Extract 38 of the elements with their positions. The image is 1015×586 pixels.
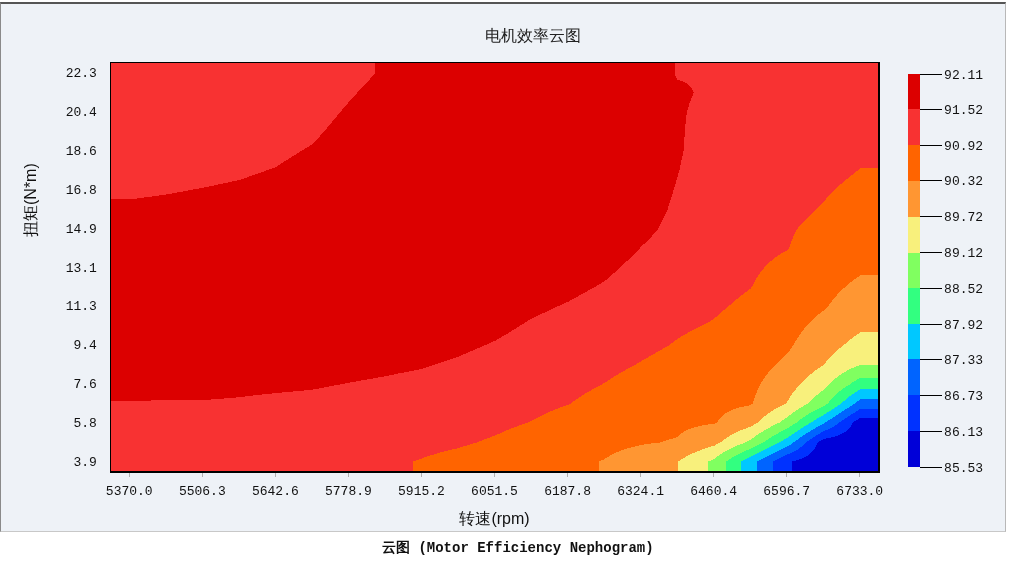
color-bar-label: 85.53 <box>944 460 984 476</box>
x-tick-label: 6460.4 <box>690 484 738 500</box>
color-bar-label: 89.72 <box>944 210 984 226</box>
x-tick-label: 6596.7 <box>763 484 811 500</box>
x-axis-title: 转速(rpm) <box>459 509 530 527</box>
x-tick-label: 6733.0 <box>836 484 884 500</box>
y-tick-label: 22.3 <box>65 66 97 82</box>
x-tick-label: 5778.9 <box>324 484 372 500</box>
y-tick-label: 18.6 <box>65 143 97 159</box>
text: 云图 (Motor Efficiency Nephogram) <box>382 540 654 556</box>
y-tick-label: 3.9 <box>73 454 97 470</box>
y-tick-label: 5.8 <box>73 415 97 431</box>
color-bar-label: 87.92 <box>944 317 984 333</box>
color-bar-label: 90.32 <box>944 174 984 190</box>
color-bar-label: 92.11 <box>944 67 984 83</box>
y-tick-label: 9.4 <box>73 338 98 354</box>
color-bar-label: 88.52 <box>944 281 984 297</box>
color-bar-label: 91.52 <box>944 102 984 118</box>
x-tick-label: 6324.1 <box>617 484 665 500</box>
y-axis-title: 扭矩(N*m) <box>22 163 39 237</box>
x-tick-label: 6187.8 <box>544 484 591 500</box>
x-tick-label: 5506.3 <box>178 484 226 500</box>
y-tick-label: 20.4 <box>65 105 98 121</box>
color-bar-label: 87.33 <box>944 353 984 369</box>
color-bar-label: 86.73 <box>944 388 984 404</box>
y-tick-label: 13.1 <box>65 260 98 276</box>
chart-title: 电机效率云图 <box>485 26 581 44</box>
x-tick-label: 5915.2 <box>398 484 445 500</box>
color-bar-label: 86.13 <box>944 424 984 440</box>
x-tick-label: 6051.5 <box>471 484 518 500</box>
y-tick-label: 16.8 <box>65 182 97 198</box>
y-tick-label: 11.3 <box>65 299 97 315</box>
y-tick-label: 7.6 <box>73 377 97 393</box>
y-tick-label: 14.9 <box>65 221 97 237</box>
x-tick-label: 5370.0 <box>105 484 153 500</box>
color-bar-label: 89.12 <box>944 246 984 262</box>
x-tick-label: 5642.6 <box>251 484 299 500</box>
color-bar-label: 90.92 <box>944 138 984 154</box>
